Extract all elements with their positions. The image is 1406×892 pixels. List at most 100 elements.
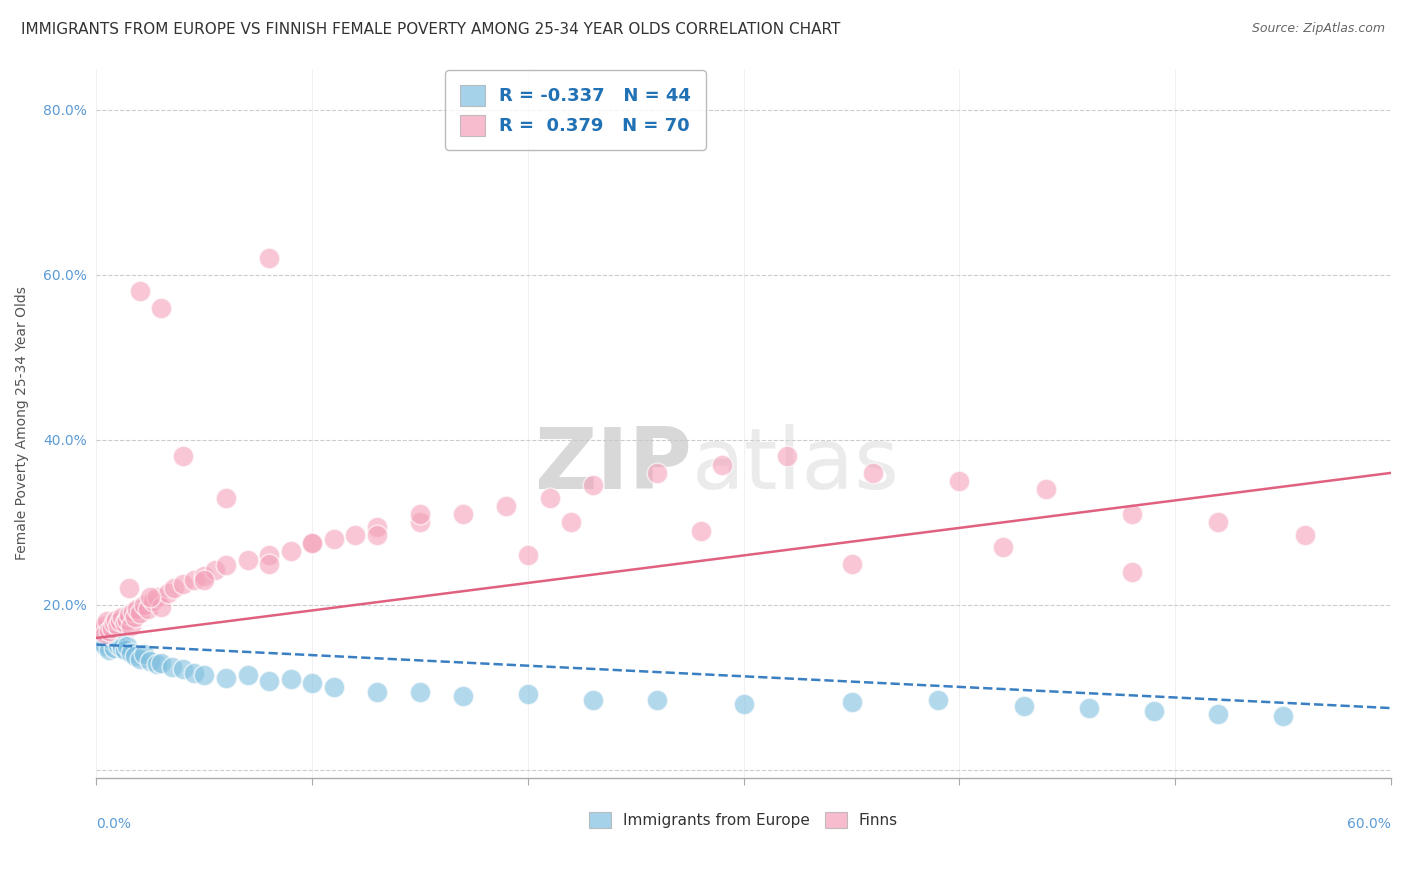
Point [103, 640, 125, 655]
Point [301, 536, 323, 550]
Point [451, 507, 474, 521]
Point [183, 665, 205, 680]
Point [193, 573, 215, 587]
Point [517, 687, 540, 701]
Point [517, 549, 540, 563]
Point [91, 631, 114, 645]
Point [128, 651, 150, 665]
Point [841, 695, 863, 709]
Point [495, 499, 517, 513]
Point [118, 582, 141, 596]
Point [114, 616, 136, 631]
Point [322, 681, 344, 695]
Point [215, 671, 238, 685]
Point [204, 563, 226, 577]
Point [91, 618, 114, 632]
Point [146, 590, 169, 604]
Point [183, 573, 205, 587]
Point [409, 516, 432, 530]
Point [1272, 709, 1295, 723]
Point [118, 607, 141, 622]
Point [90, 623, 112, 637]
Point [100, 632, 122, 647]
Point [150, 599, 173, 614]
Point [582, 478, 605, 492]
Point [150, 301, 173, 315]
Point [1294, 528, 1316, 542]
Point [927, 693, 949, 707]
Point [193, 668, 215, 682]
Point [409, 684, 432, 698]
Point [301, 536, 323, 550]
Point [172, 450, 194, 464]
Point [236, 668, 259, 682]
Point [146, 657, 169, 672]
Point [98, 624, 121, 639]
Point [132, 598, 155, 612]
Point [280, 672, 302, 686]
Point [94, 627, 117, 641]
Point [111, 610, 134, 624]
Point [215, 491, 238, 505]
Point [1121, 507, 1143, 521]
Point [948, 474, 970, 488]
Point [103, 616, 125, 631]
Point [344, 528, 367, 542]
Point [104, 613, 127, 627]
Point [257, 252, 280, 266]
Point [366, 519, 388, 533]
Point [120, 646, 142, 660]
Point [110, 615, 132, 629]
Point [96, 615, 118, 629]
Point [193, 569, 215, 583]
Point [90, 635, 112, 649]
Point [127, 602, 149, 616]
Point [122, 605, 145, 619]
Point [366, 684, 388, 698]
Point [142, 594, 165, 608]
Point [115, 613, 138, 627]
Point [107, 638, 129, 652]
Point [172, 577, 194, 591]
Point [560, 516, 582, 530]
Text: IMMIGRANTS FROM EUROPE VS FINNISH FEMALE POVERTY AMONG 25-34 YEAR OLDS CORRELATI: IMMIGRANTS FROM EUROPE VS FINNISH FEMALE… [21, 22, 841, 37]
Point [366, 528, 388, 542]
Point [582, 693, 605, 707]
Point [257, 673, 280, 688]
Text: Source: ZipAtlas.com: Source: ZipAtlas.com [1251, 22, 1385, 36]
Text: 60.0%: 60.0% [1347, 817, 1391, 831]
Point [163, 582, 186, 596]
Point [132, 648, 155, 662]
Point [128, 285, 150, 299]
Point [257, 557, 280, 571]
Point [322, 532, 344, 546]
Point [128, 606, 150, 620]
Point [1208, 706, 1230, 721]
Point [776, 450, 799, 464]
Point [111, 640, 134, 655]
Point [104, 629, 127, 643]
Point [100, 621, 122, 635]
Legend: Immigrants from Europe, Finns: Immigrants from Europe, Finns [583, 806, 904, 834]
Point [1012, 698, 1035, 713]
Point [96, 627, 118, 641]
Point [1077, 701, 1099, 715]
Point [1208, 516, 1230, 530]
Point [136, 602, 159, 616]
Point [120, 618, 142, 632]
Point [1035, 483, 1057, 497]
Point [301, 676, 323, 690]
Point [1143, 704, 1166, 718]
Point [172, 662, 194, 676]
Point [107, 618, 129, 632]
Text: ZIP: ZIP [534, 425, 692, 508]
Point [991, 540, 1014, 554]
Point [215, 558, 238, 573]
Point [156, 585, 179, 599]
Text: atlas: atlas [692, 425, 900, 508]
Point [647, 693, 669, 707]
Point [160, 660, 183, 674]
Point [150, 656, 173, 670]
Point [236, 552, 259, 566]
Point [94, 639, 117, 653]
